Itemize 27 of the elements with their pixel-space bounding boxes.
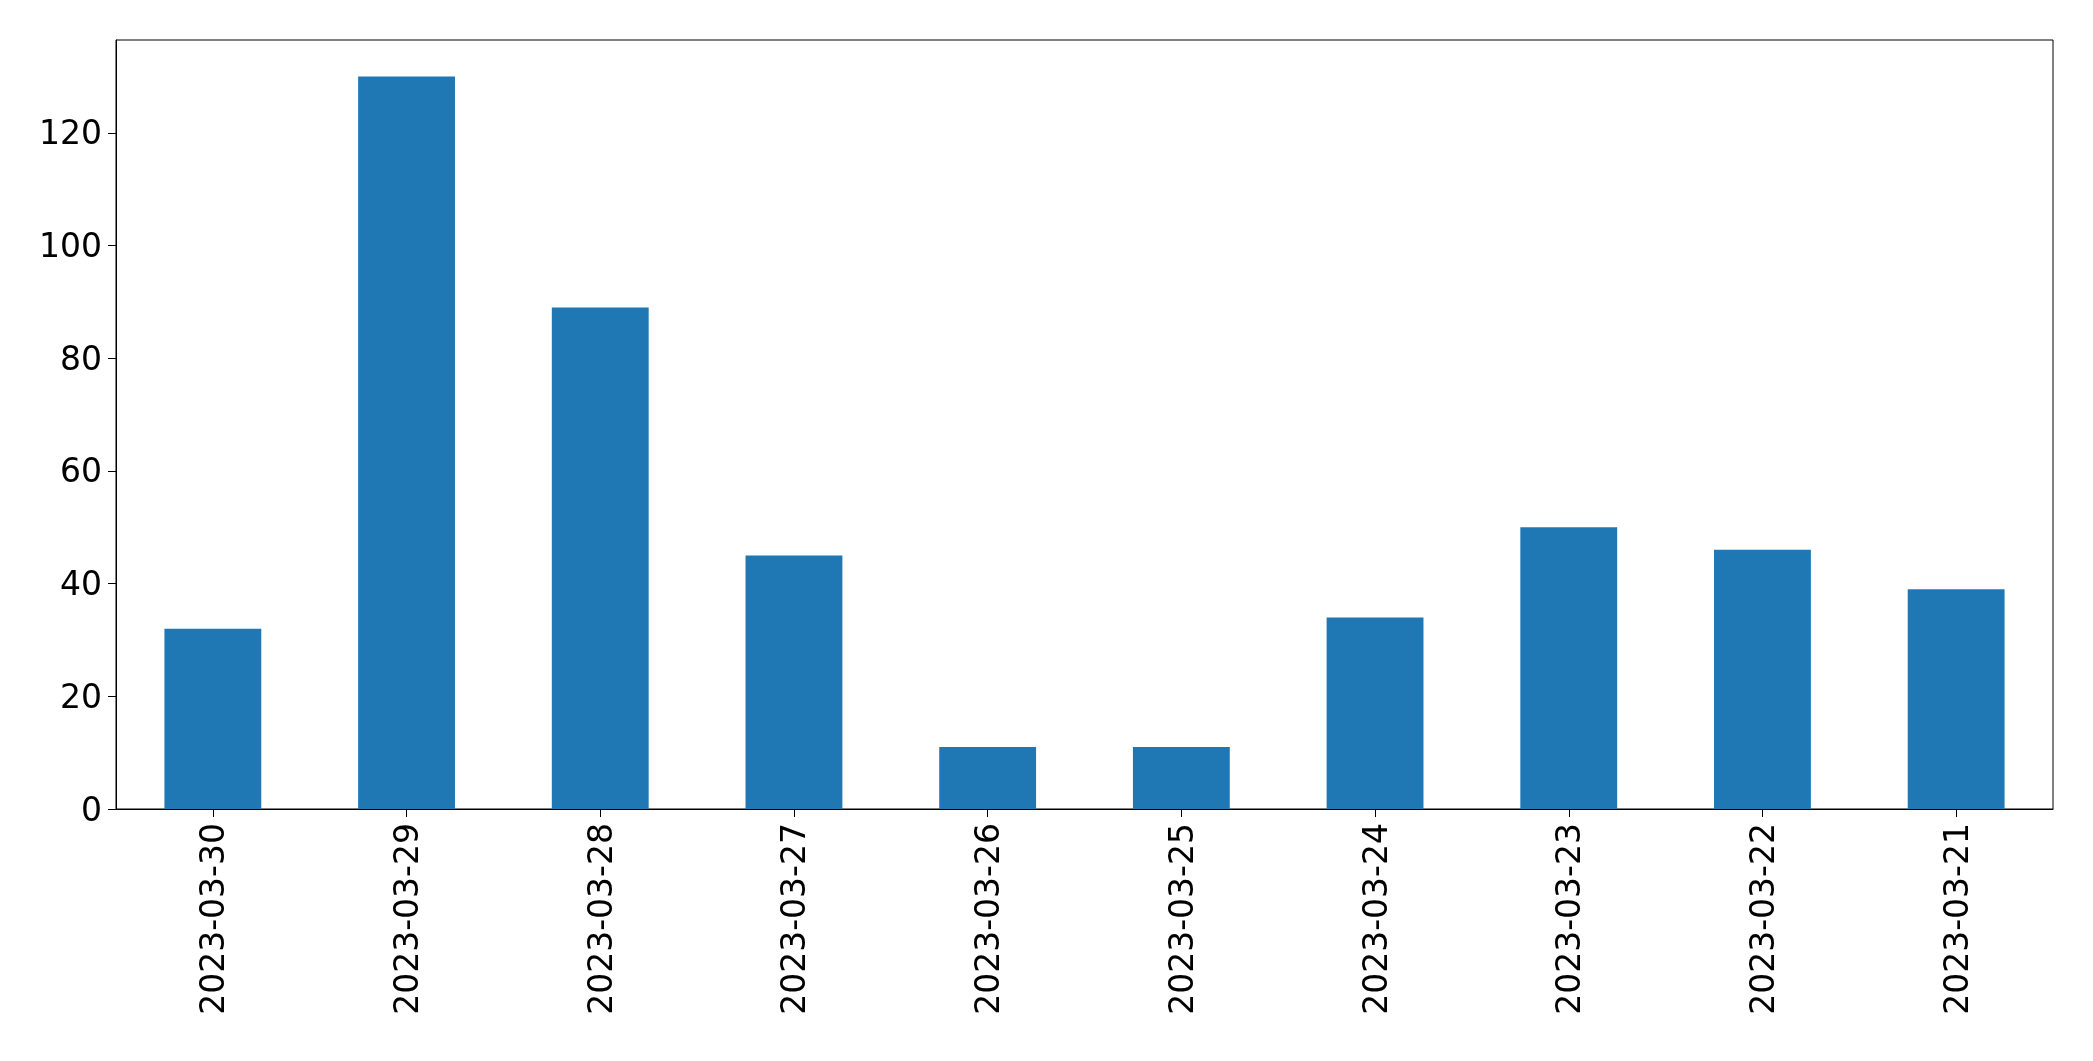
x-tick-label: 2023-03-21 <box>1936 823 1976 1015</box>
bar <box>551 307 649 809</box>
x-tick-label: 2023-03-27 <box>774 823 814 1015</box>
y-tick-label: 20 <box>60 676 102 716</box>
bar <box>1132 747 1230 809</box>
x-tick-label: 2023-03-26 <box>968 823 1008 1015</box>
x-tick-label: 2023-03-30 <box>193 823 233 1015</box>
bar <box>164 628 262 809</box>
x-tick-label: 2023-03-28 <box>580 823 620 1015</box>
x-tick-label: 2023-03-24 <box>1355 823 1395 1015</box>
bar <box>1520 527 1618 809</box>
x-tick-label: 2023-03-29 <box>387 823 427 1015</box>
bar <box>1907 589 2005 809</box>
bar <box>358 76 455 809</box>
y-tick-label: 60 <box>60 451 102 491</box>
x-tick-label: 2023-03-25 <box>1161 823 1201 1015</box>
bar <box>1326 617 1424 809</box>
y-tick-label: 0 <box>81 789 102 829</box>
x-tick-label: 2023-03-22 <box>1742 823 1782 1015</box>
y-tick-label: 120 <box>39 113 102 153</box>
bar <box>939 747 1037 809</box>
y-tick-label: 100 <box>39 226 102 266</box>
bar <box>1714 549 1811 809</box>
bar <box>745 555 843 809</box>
x-tick-label: 2023-03-23 <box>1549 823 1589 1015</box>
y-tick-label: 40 <box>60 564 102 604</box>
y-tick-label: 80 <box>60 338 102 378</box>
